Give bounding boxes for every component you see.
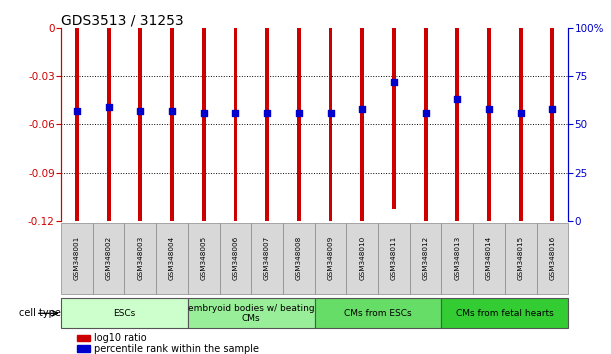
FancyBboxPatch shape [441,223,473,293]
FancyBboxPatch shape [251,223,283,293]
FancyBboxPatch shape [125,223,156,293]
Point [72,108,82,114]
Text: GSM348012: GSM348012 [423,236,428,280]
Bar [170,28,174,221]
FancyBboxPatch shape [61,223,93,293]
FancyBboxPatch shape [283,223,315,293]
Text: GSM348005: GSM348005 [201,236,207,280]
Point [326,110,335,116]
Bar [551,28,554,221]
Text: cell type: cell type [19,308,61,318]
Text: percentile rank within the sample: percentile rank within the sample [94,344,260,354]
Point [230,110,240,116]
Point [484,106,494,112]
Bar [487,28,491,221]
Point [389,79,399,85]
Point [199,110,208,116]
Text: ESCs: ESCs [114,309,136,318]
Bar [329,28,332,221]
Point [262,110,272,116]
Point [516,110,525,116]
FancyBboxPatch shape [473,223,505,293]
Point [452,97,462,102]
Bar [423,28,428,221]
Text: GSM348016: GSM348016 [549,236,555,280]
Text: GSM348015: GSM348015 [518,236,524,280]
Bar [139,28,142,221]
FancyBboxPatch shape [315,223,346,293]
Bar [77,335,90,342]
FancyBboxPatch shape [536,223,568,293]
Text: GSM348009: GSM348009 [327,236,334,280]
Text: embryoid bodies w/ beating
CMs: embryoid bodies w/ beating CMs [188,304,315,323]
Text: GSM348008: GSM348008 [296,236,302,280]
Bar [233,28,237,221]
FancyBboxPatch shape [188,298,315,328]
FancyBboxPatch shape [219,223,251,293]
Bar [265,28,269,221]
Bar [77,346,90,352]
Bar [392,28,396,209]
FancyBboxPatch shape [346,223,378,293]
Point [421,110,431,116]
FancyBboxPatch shape [441,298,568,328]
Text: GSM348004: GSM348004 [169,236,175,280]
Bar [360,28,364,221]
Text: GSM348003: GSM348003 [137,236,144,280]
Point [357,106,367,112]
FancyBboxPatch shape [188,223,219,293]
Text: GSM348011: GSM348011 [391,236,397,280]
Point [104,104,114,110]
Point [547,106,557,112]
FancyBboxPatch shape [410,223,441,293]
Text: GSM348002: GSM348002 [106,236,112,280]
Text: GSM348014: GSM348014 [486,236,492,280]
FancyBboxPatch shape [505,223,536,293]
Bar [107,28,111,221]
FancyBboxPatch shape [61,298,188,328]
Text: GSM348010: GSM348010 [359,236,365,280]
Text: GSM348007: GSM348007 [264,236,270,280]
Text: GSM348001: GSM348001 [74,236,80,280]
Bar [519,28,522,221]
Text: CMs from ESCs: CMs from ESCs [344,309,412,318]
FancyBboxPatch shape [156,223,188,293]
Bar [202,28,206,221]
Bar [75,28,79,221]
Point [167,108,177,114]
Text: log10 ratio: log10 ratio [94,333,147,343]
Point [294,110,304,116]
FancyBboxPatch shape [93,223,125,293]
Text: GSM348013: GSM348013 [455,236,460,280]
FancyBboxPatch shape [315,298,441,328]
Bar [455,28,459,221]
Text: CMs from fetal hearts: CMs from fetal hearts [456,309,554,318]
Text: GDS3513 / 31253: GDS3513 / 31253 [61,13,184,27]
Point [136,108,145,114]
FancyBboxPatch shape [378,223,410,293]
Text: GSM348006: GSM348006 [232,236,238,280]
Bar [297,28,301,221]
